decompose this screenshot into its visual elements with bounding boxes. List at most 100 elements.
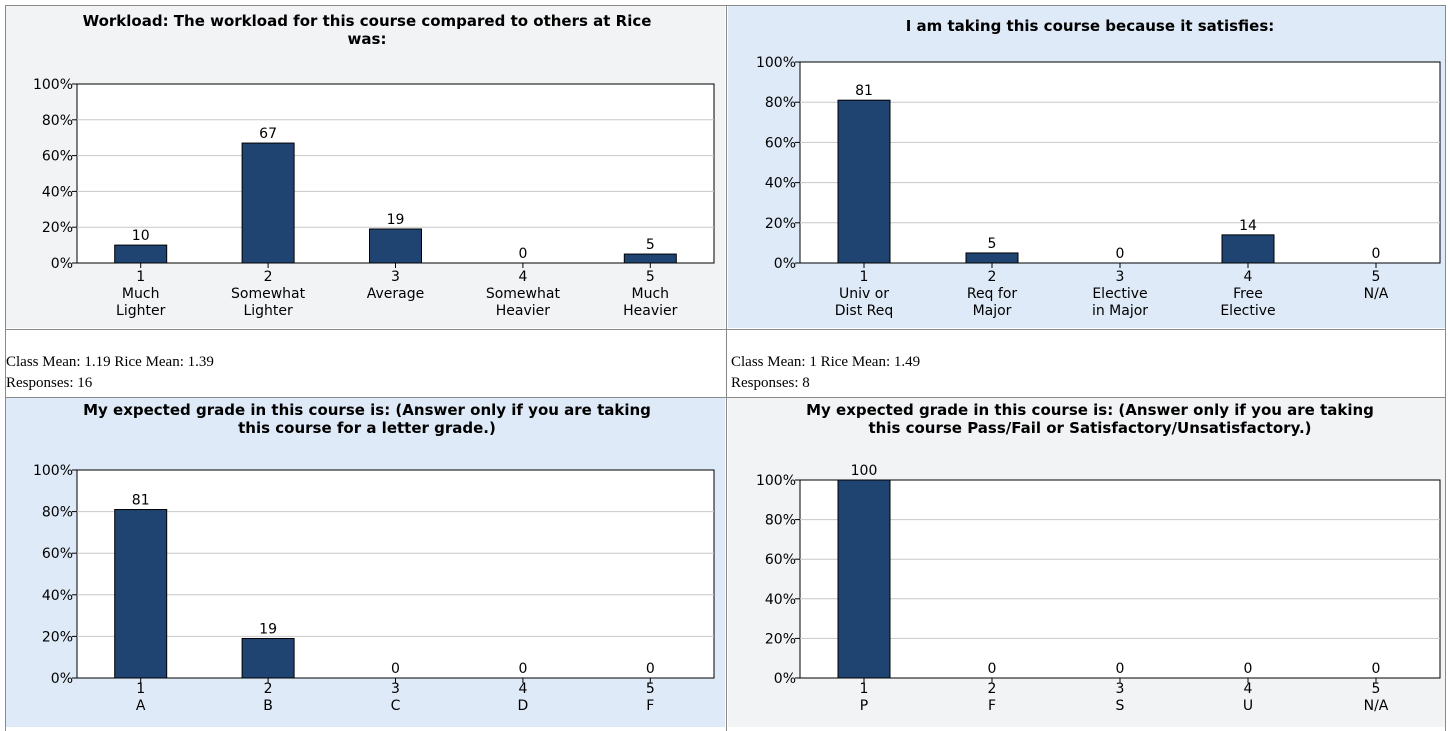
x-category-label: Heavier xyxy=(496,303,551,319)
bar-value-label: 0 xyxy=(391,661,400,677)
x-category-label: N/A xyxy=(1364,286,1389,302)
y-tick-label: 80% xyxy=(42,113,73,129)
stats-panel-course-reason: Class Mean: 1 Rice Mean: 1.49 Responses:… xyxy=(728,330,1445,398)
x-category-label: 3 xyxy=(1116,681,1125,697)
bar-value-label: 0 xyxy=(988,661,997,677)
bar-value-label: 81 xyxy=(132,493,150,509)
table-border-left xyxy=(5,5,6,731)
x-category-label: Dist Req xyxy=(835,303,894,319)
bar-value-label: 0 xyxy=(1372,661,1381,677)
y-tick-label: 40% xyxy=(42,184,73,200)
bar-value-label: 0 xyxy=(1116,661,1125,677)
y-tick-label: 80% xyxy=(42,505,73,521)
y-tick-label: 0% xyxy=(774,256,796,272)
x-category-label: Average xyxy=(367,286,425,302)
x-category-label: Somewhat xyxy=(231,286,306,302)
x-category-label: Much xyxy=(632,286,670,302)
x-category-label: 4 xyxy=(1244,269,1253,285)
x-category-label: in Major xyxy=(1092,303,1148,319)
row-divider xyxy=(5,329,1446,330)
x-category-label: Much xyxy=(122,286,160,302)
x-category-label: 2 xyxy=(988,269,997,285)
x-category-label: 4 xyxy=(518,269,527,285)
x-category-label: 2 xyxy=(264,269,273,285)
bar-value-label: 14 xyxy=(1239,218,1257,234)
bar xyxy=(241,637,295,679)
bar xyxy=(114,244,168,264)
y-tick-label: 20% xyxy=(42,220,73,236)
bar-value-label: 0 xyxy=(518,246,527,262)
x-category-label: 3 xyxy=(1116,269,1125,285)
y-tick-label: 100% xyxy=(33,77,73,93)
x-category-label: 2 xyxy=(988,681,997,697)
class-mean-text: Class Mean: 1 Rice Mean: 1.49 xyxy=(731,354,921,370)
responses-text: Responses: 8 xyxy=(731,375,810,391)
x-category-label: 1 xyxy=(860,269,869,285)
y-tick-label: 60% xyxy=(42,149,73,165)
bar-value-label: 5 xyxy=(988,236,997,252)
x-category-label: D xyxy=(518,698,529,714)
bar-value-label: 0 xyxy=(1244,661,1253,677)
chart-title: My expected grade in this course is: (An… xyxy=(83,401,651,419)
y-tick-label: 60% xyxy=(765,135,796,151)
chart-title: this course for a letter grade.) xyxy=(238,419,496,437)
x-category-label: N/A xyxy=(1364,698,1389,714)
x-category-label: Req for xyxy=(967,286,1018,302)
x-category-label: 1 xyxy=(860,681,869,697)
y-tick-label: 40% xyxy=(42,588,73,604)
bar xyxy=(965,252,1019,264)
bar-value-label: 0 xyxy=(646,661,655,677)
x-category-label: 5 xyxy=(1372,269,1381,285)
bar-value-label: 19 xyxy=(387,212,405,228)
y-tick-label: 20% xyxy=(765,631,796,647)
y-tick-label: 40% xyxy=(765,176,796,192)
x-category-label: Elective xyxy=(1220,303,1275,319)
course-reason-chart: I am taking this course because it satis… xyxy=(728,5,1445,328)
x-category-label: 3 xyxy=(391,681,400,697)
bar-value-label: 81 xyxy=(855,83,873,99)
x-category-label: Univ or xyxy=(839,286,889,302)
x-category-label: Lighter xyxy=(116,303,166,319)
y-tick-label: 0% xyxy=(51,671,73,687)
bar xyxy=(241,142,295,264)
x-category-label: 4 xyxy=(1244,681,1253,697)
responses-text: Responses: 16 xyxy=(6,375,93,391)
y-tick-label: 80% xyxy=(765,513,796,529)
bar-value-label: 5 xyxy=(646,237,655,253)
y-tick-label: 60% xyxy=(765,552,796,568)
chart-title: My expected grade in this course is: (An… xyxy=(806,401,1374,419)
chart-title: this course Pass/Fail or Satisfactory/Un… xyxy=(868,419,1311,437)
x-category-label: F xyxy=(988,698,996,714)
y-tick-label: 20% xyxy=(42,629,73,645)
column-divider xyxy=(726,5,727,731)
x-category-label: S xyxy=(1116,698,1125,714)
bar xyxy=(623,253,677,264)
chart-title: Workload: The workload for this course c… xyxy=(83,12,652,30)
chart-title: I am taking this course because it satis… xyxy=(906,17,1275,35)
chart-panel-workload: Workload: The workload for this course c… xyxy=(5,5,725,328)
y-tick-label: 40% xyxy=(765,592,796,608)
y-tick-label: 100% xyxy=(33,463,73,479)
x-category-label: Lighter xyxy=(243,303,293,319)
plot-area xyxy=(799,61,1441,264)
class-mean-text: Class Mean: 1.19 Rice Mean: 1.39 xyxy=(6,354,214,370)
bar xyxy=(1221,234,1275,264)
chart-panel-letter-grade: My expected grade in this course is: (An… xyxy=(5,397,725,727)
x-category-label: 1 xyxy=(136,269,145,285)
x-category-label: 2 xyxy=(264,681,273,697)
y-tick-label: 100% xyxy=(756,55,796,71)
y-tick-label: 80% xyxy=(765,95,796,111)
x-category-label: P xyxy=(860,698,868,714)
chart-panel-pass-fail-grade: My expected grade in this course is: (An… xyxy=(728,397,1445,727)
chart-title: was: xyxy=(348,30,387,48)
row-divider xyxy=(5,397,1446,398)
x-category-label: Heavier xyxy=(623,303,678,319)
chart-panel-course-reason: I am taking this course because it satis… xyxy=(728,5,1445,328)
x-category-label: 5 xyxy=(646,681,655,697)
plot-area xyxy=(76,469,715,679)
letter-grade-chart: My expected grade in this course is: (An… xyxy=(5,397,725,727)
bar xyxy=(369,228,422,264)
bar-value-label: 67 xyxy=(259,126,277,142)
bar-value-label: 0 xyxy=(1372,246,1381,262)
